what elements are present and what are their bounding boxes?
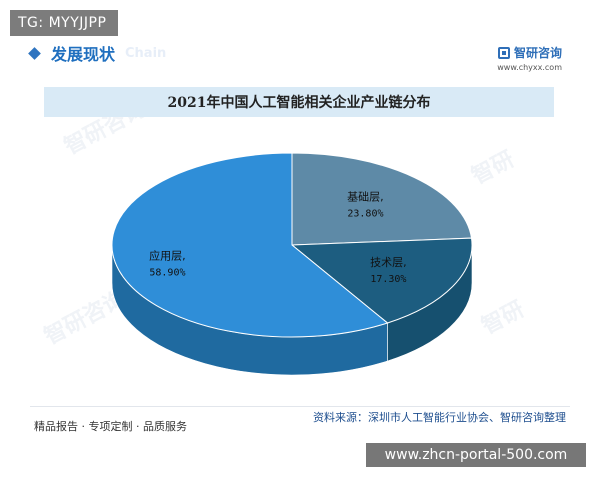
pie-layer	[111, 152, 473, 376]
brand-block: 智研咨询 www.chyxx.com	[497, 44, 562, 72]
slice-value: 58.90%	[149, 267, 185, 278]
slice-value: 23.80%	[347, 209, 383, 220]
pie-slice	[291, 152, 473, 246]
pie-slice	[290, 237, 473, 324]
chart-title: 2021年中国人工智能相关企业产业链分布	[167, 95, 431, 111]
footer-divider	[30, 406, 570, 407]
slice-value: 17.30%	[370, 274, 406, 285]
slice-label: 技术层,	[370, 256, 407, 269]
footer-slogan: 精品报告 · 专项定制 · 品质服务	[34, 420, 187, 433]
section-title: 发展现状	[51, 45, 116, 64]
section-header: 发展现状 Chain	[28, 40, 167, 66]
tg-tag: TG: MYYJJPP	[10, 10, 119, 36]
slice-label: 基础层,	[347, 191, 384, 204]
section-ghost-text: Chain	[125, 45, 167, 61]
footer-source: 资料来源：深圳市人工智能行业协会、智研咨询整理	[313, 411, 566, 424]
url-watermark: www.zhcn-portal-500.com	[366, 443, 586, 467]
pie-slice	[111, 152, 389, 338]
brand-url: www.chyxx.com	[497, 63, 562, 72]
pie-labels: 基础层, 23.80% 技术层, 17.30% 应用层, 58.90%	[149, 191, 406, 285]
brand-name: 智研咨询	[513, 46, 562, 60]
slice-label: 应用层,	[149, 248, 186, 262]
chart-title-band: 2021年中国人工智能相关企业产业链分布	[44, 87, 554, 117]
brand-logo-icon	[497, 46, 510, 59]
